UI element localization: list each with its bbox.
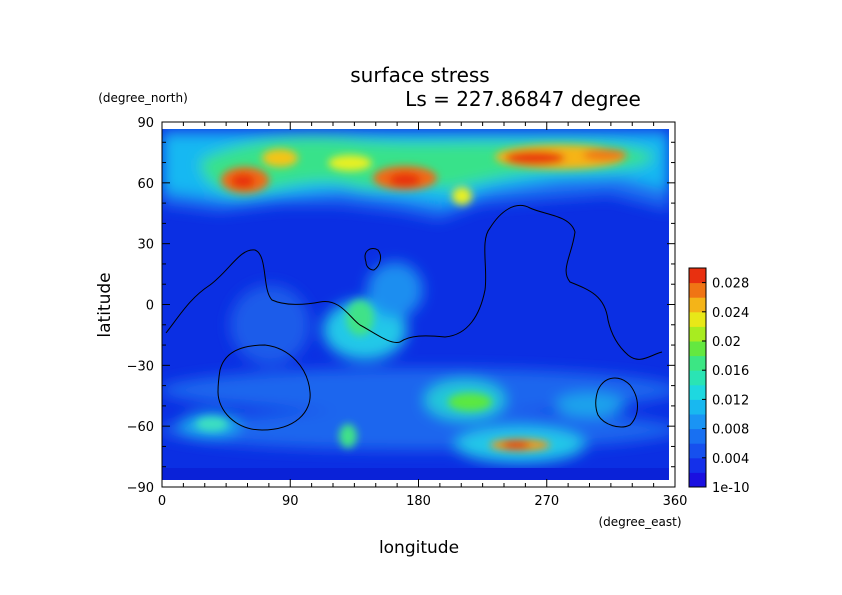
field-patch-mid-light (230, 285, 310, 365)
colorbar-label: 0.02 (712, 335, 741, 350)
field-hot-sw-green (196, 417, 228, 431)
colorbar-level (689, 428, 706, 444)
colorbar-label: 0.016 (712, 364, 749, 379)
field-hot-north-east-2 (583, 149, 627, 161)
colorbar-level (689, 326, 706, 342)
colorbar-label: 0.008 (712, 423, 749, 438)
y-tick-label: 0 (146, 299, 154, 314)
colorbar-label: 0.004 (712, 452, 749, 467)
colorbar-frame (688, 267, 707, 488)
contour-crater-east (595, 377, 638, 428)
x-tick-label: 360 (663, 494, 688, 509)
x-axis: 0 90 180 270 360 (158, 122, 688, 509)
x-units-label: (degree_east) (598, 515, 681, 529)
field-patch-south-belt (162, 368, 669, 412)
colorbar-level (689, 414, 706, 430)
topography-contours (165, 205, 663, 431)
colorbar-level (689, 297, 706, 313)
field-hot-60n-60e-core (231, 174, 255, 188)
y-tick-label: −60 (127, 420, 154, 435)
field-bottom-edge (162, 468, 669, 480)
field-patch-mid-cyan2 (367, 262, 423, 318)
colorbar-label: 0.028 (712, 277, 749, 292)
colorbar-level (689, 355, 706, 371)
colorbar-level (689, 311, 706, 327)
x-tick-label: 270 (534, 494, 559, 509)
field-hot-yellow-2 (328, 155, 372, 171)
y-axis: 90 60 30 0 −30 −60 −90 (127, 116, 675, 496)
field-hot-north-east-core (505, 151, 565, 165)
colorbar-level (689, 384, 706, 400)
field-hot-yellow-1 (262, 149, 298, 167)
colorbar-level (689, 341, 706, 357)
field-hot-south-core (502, 441, 530, 449)
colorbar-level (689, 472, 706, 488)
y-units-label: (degree_north) (98, 91, 188, 105)
x-tick-label: 0 (158, 494, 166, 509)
colorbar-label: 0.024 (712, 306, 749, 321)
stress-field (162, 129, 669, 480)
contour-island (364, 248, 382, 271)
colorbar: 0.028 0.024 0.02 0.016 0.012 0.008 0.004 1e-10 (688, 267, 750, 496)
contour-west (165, 205, 663, 360)
colorbar-level (689, 443, 706, 459)
colorbar-level (689, 457, 706, 473)
colorbar-level (689, 282, 706, 298)
y-tick-label: 60 (137, 177, 154, 192)
y-axis-label: latitude (95, 272, 115, 337)
y-tick-label: −30 (127, 359, 154, 374)
colorbar-level (689, 268, 706, 284)
colorbar-level (689, 399, 706, 415)
field-hot-south-green (448, 393, 492, 411)
field-hot-south-green2 (339, 424, 357, 448)
y-tick-label: 90 (137, 116, 154, 131)
x-axis-label: longitude (379, 538, 459, 558)
y-tick-label: −90 (127, 481, 154, 496)
colorbar-level (689, 370, 706, 386)
y-tick-label: 30 (137, 238, 154, 253)
field-hot-60n-170e-core (389, 173, 421, 187)
chart-title: surface stress (350, 63, 489, 87)
x-tick-label: 90 (282, 494, 299, 509)
contour-crater-west (217, 344, 311, 431)
colorbar-label: 0.012 (712, 393, 749, 408)
field-hot-yellow-3 (452, 187, 472, 205)
x-tick-label: 180 (406, 494, 431, 509)
field-hot-green-mid (346, 300, 374, 336)
chart-subtitle: Ls = 227.86847 degree (405, 87, 641, 111)
field-patch-se-cyan (555, 393, 625, 417)
colorbar-label: 1e-10 (712, 481, 750, 496)
